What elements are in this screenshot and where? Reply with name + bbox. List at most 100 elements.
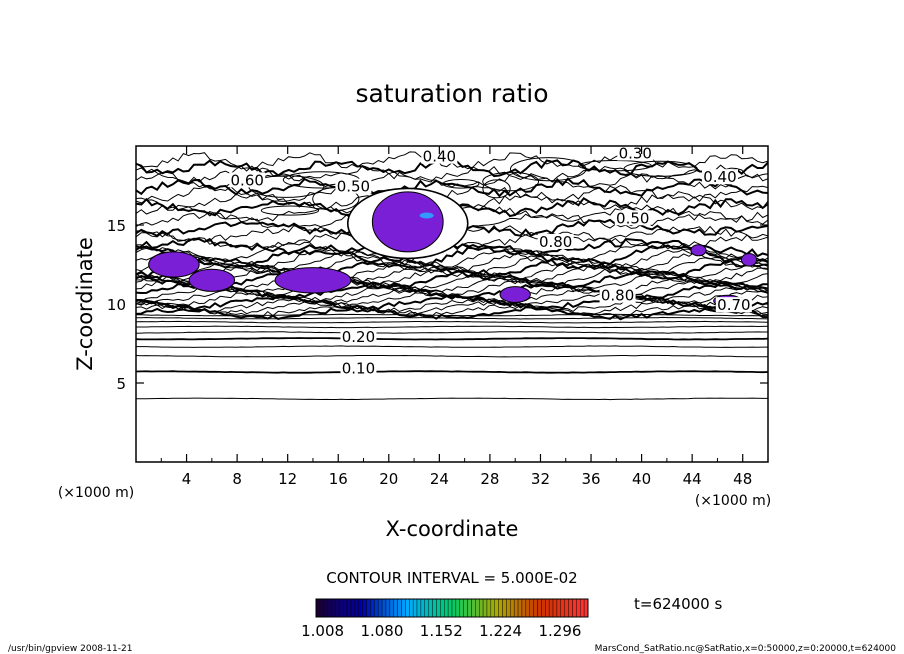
contour-line [136,370,768,374]
x-tick-label: 32 [531,470,550,488]
colorbar-cell [583,598,589,618]
contour-line [136,177,768,198]
colorbar-cell [475,598,480,618]
colorbar-cell [529,598,534,618]
contour-label-bg [421,148,458,164]
x-tick-label: 20 [379,470,398,488]
colorbar-cell [374,598,379,618]
colorbar-cell [343,598,348,618]
colorbar-cell [510,598,515,618]
contour-label-bg [715,297,752,313]
supersaturated-region [499,286,531,303]
colorbar-cell [498,598,503,618]
colorbar-cell [315,598,321,618]
contour-line [136,313,768,317]
contour-line [136,325,768,329]
y-axis-ticks: 5 10 15 [107,217,768,393]
colorbar-cell [502,598,507,618]
colorbar-cell [412,598,418,618]
colorbar-cell [362,598,367,618]
colorbar-cell [393,598,398,618]
plot-area: 0.40 0.30 0.40 0.60 0.50 0.50 0.80 0.80 0.70 0.20… [107,144,769,488]
contour-line [136,397,768,401]
footer-source: MarsCond_SatRatio.nc@SatRatio,x=0:50000,… [595,644,897,654]
contour-label-bg [617,145,654,161]
contour-line [136,243,768,270]
contour-label: 0.10 [342,359,375,377]
contour-loop [578,159,652,172]
colorbar-cell [568,598,573,618]
colorbar-cell [385,598,391,618]
colorbar-cell [335,598,340,618]
colorbar-cell [366,598,371,618]
contour-label: 0.30 [619,144,652,162]
colorbar-cell [580,598,585,618]
colorbar-cell [358,598,363,618]
x-tick-label: 40 [632,470,651,488]
contour-label: 0.40 [703,168,736,186]
colorbar-cell [576,598,581,618]
colorbar-cell [331,598,336,618]
x-axis-ticks: 4 8 12 16 20 24 28 32 36 40 44 48 [160,146,752,488]
colorbar-cell [420,598,425,618]
contour-label: 0.50 [616,209,649,227]
contour-interval-text: CONTOUR INTERVAL = 5.000E-02 [326,569,577,587]
contour-loop [482,179,511,199]
contour-label: 0.80 [539,233,572,251]
colorbar-cell [319,598,324,618]
colorbar-cell [397,598,402,618]
colorbar-cell [409,598,414,618]
colorbar-cell [513,598,519,618]
colorbar-tick-labels: 1.008 1.080 1.152 1.224 1.296 [301,622,581,640]
colorbar-cell [494,598,499,618]
x-tick-label: 48 [733,470,752,488]
colorbar-cell [525,598,530,618]
colorbar-cell [564,598,569,618]
colorbar-cell [463,598,468,618]
x-tick-label: 8 [232,470,242,488]
supersaturated-region [274,267,352,294]
x-unit-right: (×1000 m) [695,493,771,509]
colorbar-cell [482,598,488,618]
contour-label-bg [537,233,574,249]
colorbar-cell [440,598,445,618]
contour-label: 0.20 [342,328,375,346]
x-tick-label: 28 [480,470,499,488]
colorbar-cell [389,598,394,618]
contour-label-bg [229,172,266,188]
contour-line [136,278,768,298]
contour-line [136,291,768,308]
colorbar-cell [377,598,383,618]
colorbar-cell [447,598,453,618]
supersaturated-region [371,191,444,253]
colorbar-cell [432,598,437,618]
contour-line [136,272,768,293]
colorbar-cell [552,598,558,618]
colorbar-cell [486,598,492,618]
colorbar-cell [436,598,441,618]
colorbar-cell [506,598,511,618]
contour-line [136,250,768,275]
colorbar-cell [545,598,550,618]
colorbar-cell [459,598,464,618]
contour-line [136,354,768,358]
contour-line [136,256,768,281]
contour-labels: 0.40 0.30 0.40 0.60 0.50 0.50 0.80 0.80 0.70 0.20… [229,144,752,377]
contour-label-bg [701,169,738,185]
colorbar-tick-label: 1.296 [538,622,581,640]
colorbar-cell [490,598,495,618]
contour-label-bg [599,287,636,303]
contour-label-bg [340,360,377,376]
colorbar-cell [451,598,457,618]
y-axis-label: Z-coordinate [73,237,97,371]
colorbar-cell [346,598,352,618]
colorbar-cell [548,598,554,618]
x-tick-label: 4 [182,470,192,488]
colorbar-cell [521,598,527,618]
supersaturated-region [188,268,236,292]
supersaturated-region [740,252,758,267]
time-text: t=624000 s [634,595,722,613]
contour-label: 0.40 [423,148,456,166]
colorbar-cell [471,598,476,618]
